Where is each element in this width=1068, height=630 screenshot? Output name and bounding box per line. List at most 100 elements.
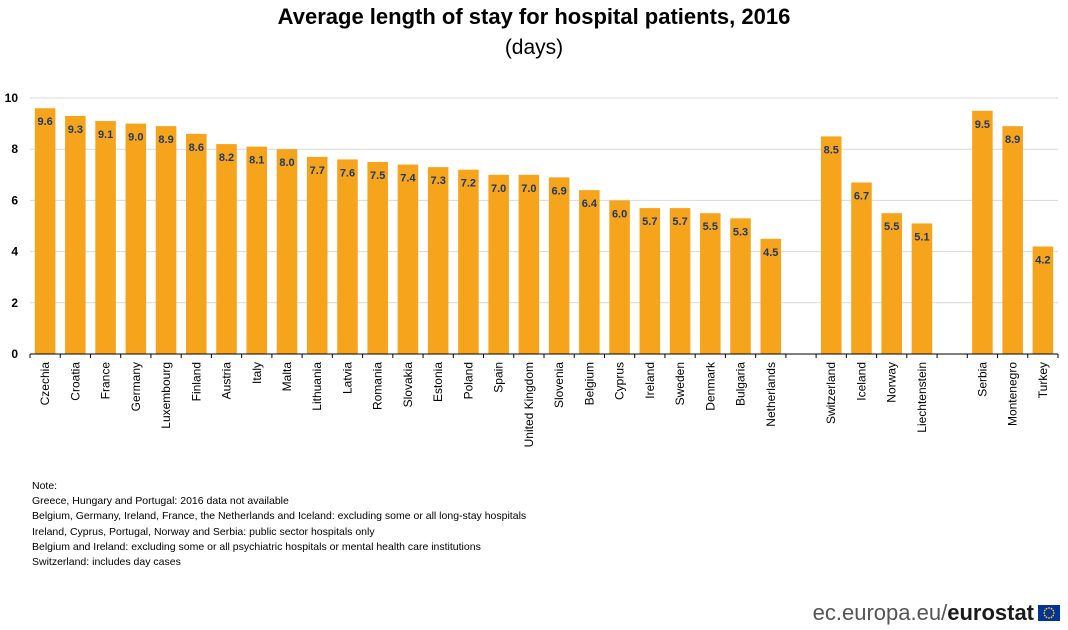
x-tick-label: Denmark	[703, 361, 717, 411]
bar-czechia	[34, 108, 56, 355]
x-tick-label: Spain	[492, 362, 506, 393]
data-label: 8.0	[279, 157, 294, 169]
x-tick-label: Montenegro	[1006, 362, 1020, 426]
bar-estonia	[427, 167, 449, 354]
x-tick-label: United Kingdom	[522, 362, 536, 447]
x-tick-label: Ireland	[643, 362, 657, 399]
data-label: 7.4	[400, 173, 416, 185]
data-label: 8.9	[1005, 134, 1020, 146]
x-tick-label: Norway	[885, 362, 899, 403]
data-label: 8.1	[249, 155, 264, 167]
data-label: 5.5	[703, 221, 718, 233]
bar-iceland	[851, 182, 872, 354]
eurostat-brand: ec.europa.eu/ eurostat	[813, 600, 1060, 626]
data-label: 8.6	[189, 142, 204, 154]
data-label: 5.7	[642, 216, 657, 228]
y-tick-label: 4	[11, 245, 18, 259]
data-label: 6.0	[612, 208, 627, 220]
bar-germany	[125, 123, 147, 354]
x-tick-label: Romania	[371, 362, 385, 410]
bar-latvia	[337, 159, 358, 354]
y-tick-label: 0	[11, 347, 18, 361]
x-tick-label: Italy	[250, 362, 264, 384]
note-line: Greece, Hungary and Portugal: 2016 data …	[32, 495, 289, 508]
data-label: 6.7	[854, 190, 869, 202]
bar-montenegro	[1002, 126, 1023, 354]
x-tick-label: Estonia	[431, 362, 445, 402]
data-label: 7.6	[340, 167, 355, 179]
x-tick-label: Finland	[189, 362, 203, 401]
bar-france	[95, 121, 116, 354]
x-tick-label: Netherlands	[764, 362, 778, 427]
data-label: 7.5	[370, 170, 385, 182]
data-label: 7.0	[491, 183, 506, 195]
data-label: 5.5	[884, 221, 899, 233]
note-heading: Note:	[32, 480, 58, 492]
bar-spain	[488, 174, 509, 354]
note-line: Ireland, Cyprus, Portugal, Norway and Se…	[32, 525, 375, 538]
note-line: Belgium and Ireland: excluding some or a…	[32, 540, 481, 553]
x-tick-label: Latvia	[340, 362, 354, 394]
bar-chart: 0 2 4 6 8 10 9.6 Czechia 9.3 Croatia 9.1 France 9.0 G…	[5, 91, 1059, 447]
bar-liechtenstein	[911, 223, 933, 354]
x-tick-label: Turkey	[1036, 362, 1050, 398]
bar-ireland	[639, 208, 661, 354]
note-line: Switzerland: includes day cases	[32, 556, 181, 569]
x-tick-label: Czechia	[38, 362, 52, 406]
data-label: 8.5	[824, 144, 839, 156]
x-tick-label: Austria	[220, 362, 234, 400]
bar-united-kingdom	[518, 174, 540, 354]
bar-finland	[186, 133, 207, 354]
data-label: 5.1	[914, 231, 929, 243]
y-tick-label: 2	[11, 296, 18, 310]
chart-subtitle: (days)	[504, 36, 564, 59]
data-label: 9.3	[68, 124, 83, 136]
bar-malta	[276, 149, 298, 354]
bar-slovenia	[548, 177, 570, 354]
x-tick-label: Iceland	[854, 362, 868, 401]
y-tick-label: 8	[11, 142, 18, 156]
note-line: Belgium, Germany, Ireland, France, the N…	[32, 510, 527, 523]
data-label: 4.2	[1035, 254, 1050, 266]
data-label: 8.2	[219, 152, 234, 164]
x-tick-label: Sweden	[673, 362, 687, 405]
bar-norway	[881, 213, 902, 354]
bar-bulgaria	[730, 218, 751, 354]
bar-sweden	[669, 208, 691, 354]
bar-cyprus	[609, 200, 630, 354]
bar-romania	[367, 162, 388, 354]
data-label: 4.5	[763, 247, 778, 259]
bar-belgium	[579, 190, 600, 354]
x-tick-label: Bulgaria	[734, 362, 748, 406]
data-label: 5.3	[733, 226, 748, 238]
bar-lithuania	[306, 156, 328, 354]
x-tick-label: Belgium	[582, 362, 596, 405]
data-label: 6.4	[582, 198, 598, 210]
bar-turkey	[1032, 246, 1054, 354]
x-tick-label: France	[99, 362, 113, 400]
x-tick-label: Malta	[280, 362, 294, 392]
bar-austria	[216, 144, 237, 354]
brand-domain: ec.europa.eu/	[812, 600, 948, 625]
data-label: 9.5	[975, 119, 990, 131]
x-tick-label: Poland	[461, 362, 475, 399]
bar-denmark	[700, 213, 721, 354]
data-label: 9.0	[128, 132, 143, 144]
x-tick-label: Croatia	[68, 362, 82, 401]
data-label: 7.3	[431, 175, 446, 187]
x-tick-label: Slovakia	[401, 362, 415, 408]
data-label: 9.6	[37, 116, 52, 128]
bar-netherlands	[760, 238, 782, 354]
x-tick-label: Slovenia	[552, 362, 566, 408]
x-tick-label: Germany	[129, 362, 143, 411]
bar-croatia	[65, 115, 86, 354]
data-label: 7.0	[521, 183, 536, 195]
data-label: 6.9	[551, 185, 566, 197]
bar-poland	[458, 169, 479, 354]
notes-block: Note: Greece, Hungary and Portugal: 2016…	[32, 479, 526, 570]
x-tick-label: Luxembourg	[159, 362, 173, 429]
data-label: 9.1	[98, 129, 113, 141]
y-tick-label: 10	[5, 91, 19, 105]
bar-italy	[246, 146, 268, 354]
brand-name: eurostat	[947, 600, 1034, 625]
